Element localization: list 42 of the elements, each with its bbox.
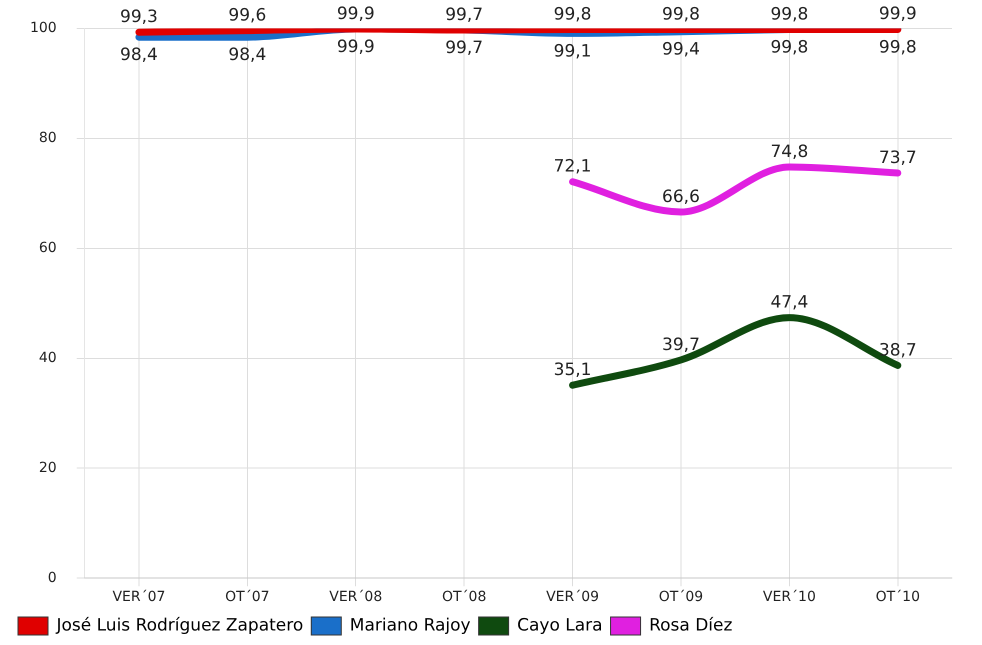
data-label: 99,1 [554, 41, 592, 62]
data-label: 47,4 [770, 292, 808, 313]
legend-label: Cayo Lara [517, 615, 603, 636]
data-label: 38,7 [878, 340, 917, 360]
data-label: 98,4 [120, 45, 158, 66]
data-label: 99,8 [662, 4, 700, 24]
data-label: 99,7 [445, 38, 484, 58]
x-tick-label: OT´08 [442, 589, 486, 606]
y-tick-label: 80 [38, 130, 57, 146]
data-label: 99,9 [878, 4, 917, 24]
x-tick-label: VER´09 [546, 589, 600, 606]
data-label: 99,6 [228, 6, 266, 26]
x-tick-label: VER´07 [112, 589, 166, 606]
data-label: 35,1 [554, 360, 592, 380]
y-tick-label: 100 [30, 20, 57, 36]
y-tick-label: 60 [38, 240, 57, 256]
x-tick-label: VER´10 [762, 589, 816, 606]
x-tick-label: OT´10 [876, 589, 920, 606]
y-tick-label: 0 [48, 570, 57, 586]
data-label: 99,8 [554, 4, 592, 24]
data-label: 99,7 [445, 4, 484, 25]
data-label: 74,8 [770, 142, 808, 162]
y-tick-label: 40 [38, 350, 57, 366]
data-label: 99,8 [770, 4, 808, 24]
data-label: 72,1 [554, 156, 592, 177]
data-label: 66,6 [662, 186, 700, 207]
data-label: 99,8 [770, 37, 808, 58]
x-tick-label: OT´09 [658, 589, 704, 606]
data-label: 99,4 [662, 40, 700, 60]
data-label: 73,7 [878, 148, 917, 168]
y-tick-label: 20 [38, 460, 57, 476]
legend-label: Mariano Rajoy [350, 615, 471, 636]
x-tick-label: VER´08 [329, 589, 382, 606]
x-tick-label: OT´07 [225, 589, 270, 606]
data-label: 99,9 [336, 36, 375, 57]
data-label: 39,7 [662, 334, 700, 355]
data-label: 99,9 [336, 4, 375, 24]
legend-label: Rosa Díez [649, 615, 732, 636]
data-label: 99,8 [878, 37, 917, 58]
legend-label: José Luis Rodríguez Zapatero [56, 615, 304, 636]
data-label: 98,4 [228, 45, 266, 66]
data-label: 99,3 [120, 7, 158, 28]
